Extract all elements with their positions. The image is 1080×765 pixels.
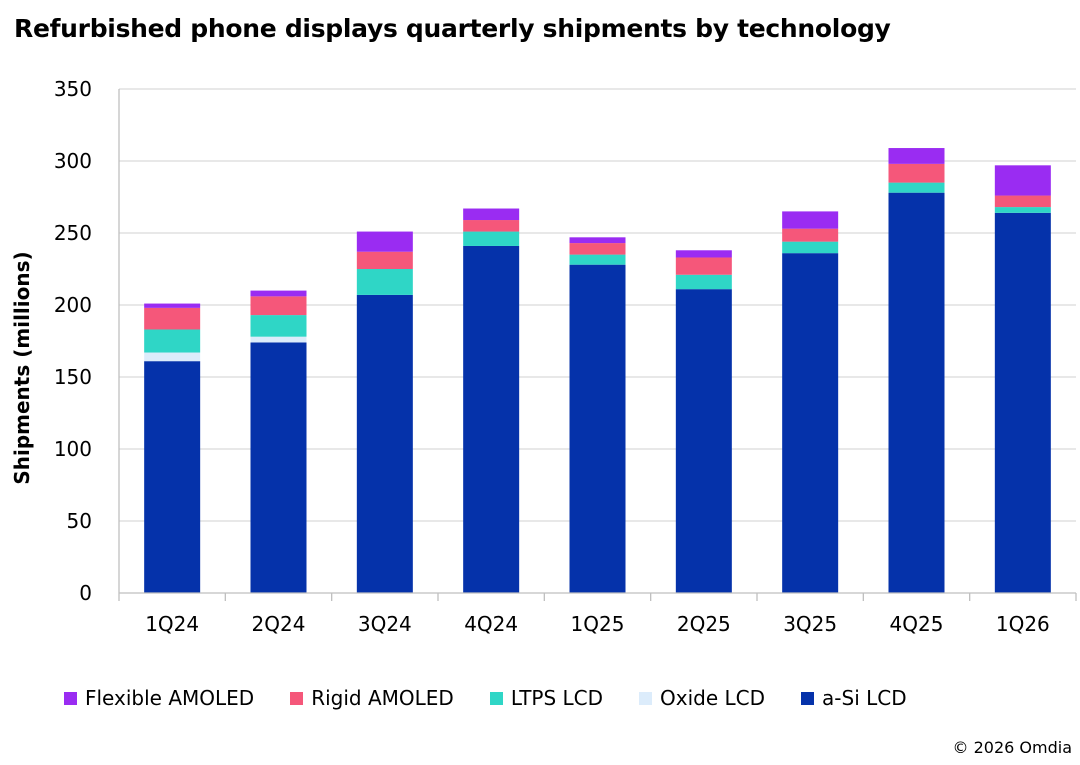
bar-segment: [782, 211, 839, 229]
legend-swatch: [639, 691, 653, 705]
bar-segment: [994, 195, 1051, 208]
bar-segment: [463, 245, 520, 593]
axes: 0 50 100 150 200 250 300 350 1Q24 2Q24 3Q24 4Q24 1Q2…: [54, 77, 1077, 636]
bar-segment: [569, 237, 626, 244]
bar-segment: [888, 163, 945, 183]
bar-segment: [356, 251, 413, 269]
legend-swatch: [64, 691, 77, 705]
bar-segment: [888, 182, 945, 193]
x-tick-label: 3Q25: [783, 612, 837, 636]
bar-segment: [144, 352, 201, 362]
bar-segment: [144, 329, 201, 353]
bar-segment: [994, 212, 1051, 593]
y-tick-label: 50: [67, 509, 92, 533]
legend-swatch: [489, 691, 503, 705]
bar-segment: [144, 303, 201, 308]
bar-segment: [250, 342, 307, 593]
legend-item: LTPS LCD: [489, 686, 604, 710]
bar-segment: [463, 208, 520, 221]
bar-segment: [994, 165, 1051, 196]
bar-segment: [356, 231, 413, 252]
bar-segment: [569, 264, 626, 593]
bar-segment: [250, 290, 307, 297]
x-tick-label: 4Q25: [890, 612, 944, 636]
bar-segment: [463, 220, 520, 232]
legend-item: Oxide LCD: [639, 686, 765, 710]
bar-segment: [250, 296, 307, 316]
y-tick-label: 0: [79, 581, 92, 605]
bar-segment: [675, 250, 732, 258]
bar-segment: [675, 257, 732, 275]
bars: [144, 148, 1051, 593]
y-tick-label: 100: [54, 437, 92, 461]
bar-segment: [675, 274, 732, 290]
bar-segment: [250, 315, 307, 337]
x-tick-label: 1Q24: [145, 612, 199, 636]
legend-item: Rigid AMOLED: [290, 686, 454, 710]
bar-segment: [888, 192, 945, 593]
legend: Flexible AMOLED Rigid AMOLED LTPS LCD Oxide…: [64, 686, 943, 710]
legend-label: LTPS LCD: [510, 686, 604, 710]
x-tick-label: 1Q25: [571, 612, 625, 636]
x-tick-label: 4Q24: [464, 612, 518, 636]
legend-item: Flexible AMOLED: [64, 686, 254, 710]
legend-label: Rigid AMOLED: [311, 686, 454, 710]
bar-segment: [994, 207, 1051, 213]
x-tick-label: 2Q24: [252, 612, 306, 636]
bar-segment: [144, 361, 201, 593]
legend-label: Flexible AMOLED: [85, 686, 255, 710]
y-tick-label: 350: [54, 77, 92, 101]
legend-swatch: [290, 691, 304, 705]
bar-segment: [463, 231, 520, 246]
y-tick-label: 250: [54, 221, 92, 245]
legend-item: a-Si LCD: [801, 686, 907, 710]
bar-segment: [569, 243, 626, 255]
bar-segment: [250, 336, 307, 343]
bar-segment: [569, 254, 626, 265]
y-tick-label: 150: [54, 365, 92, 389]
bar-segment: [675, 289, 732, 593]
bar-segment: [356, 269, 413, 295]
x-tick-label: 3Q24: [358, 612, 412, 636]
legend-label: Oxide LCD: [660, 686, 766, 710]
stacked-bar-chart: 0 50 100 150 200 250 300 350 1Q24 2Q24 3Q24 4Q24 1Q2…: [10, 77, 1077, 636]
bar-segment: [356, 294, 413, 593]
bar-segment: [144, 307, 201, 330]
legend-label: a-Si LCD: [822, 686, 907, 710]
y-tick-label: 300: [54, 149, 92, 173]
bar-segment: [782, 228, 839, 242]
bar-segment: [888, 148, 945, 164]
y-tick-label: 200: [54, 293, 92, 317]
bar-segment: [782, 253, 839, 593]
chart-title: Refurbished phone displays quarterly shi…: [14, 14, 891, 43]
bar-segment: [782, 241, 839, 254]
y-axis-label: Shipments (millions): [10, 251, 34, 484]
x-tick-label: 1Q26: [996, 612, 1050, 636]
x-tick-label: 2Q25: [677, 612, 731, 636]
copyright-text: © 2026 Omdia: [952, 738, 1072, 757]
legend-swatch: [801, 691, 815, 705]
